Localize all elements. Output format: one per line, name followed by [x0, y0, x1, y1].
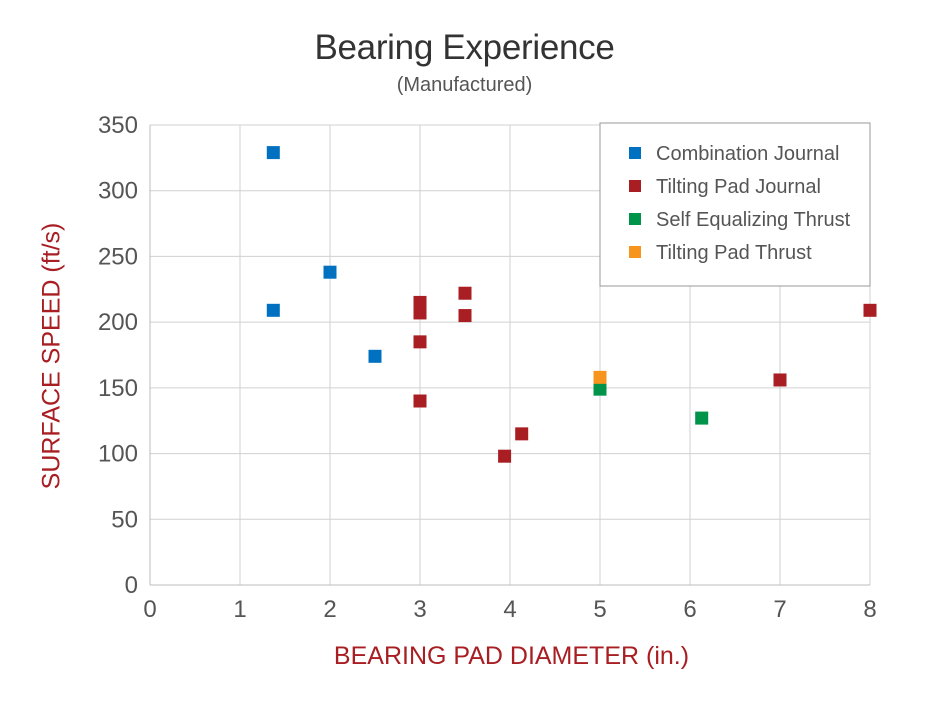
x-tick-label: 3 — [413, 596, 426, 623]
legend-marker — [629, 246, 641, 258]
data-point — [863, 303, 877, 317]
data-point — [593, 370, 607, 384]
data-point — [458, 286, 472, 300]
legend-label: Tilting Pad Journal — [656, 176, 821, 198]
y-tick-label: 300 — [98, 178, 138, 205]
data-point — [413, 335, 427, 349]
x-tick-label: 1 — [233, 596, 246, 623]
y-tick-label: 200 — [98, 309, 138, 336]
y-tick-label: 100 — [98, 441, 138, 468]
x-tick-label: 2 — [323, 596, 336, 623]
x-tick-label: 4 — [503, 596, 516, 623]
data-point — [413, 295, 427, 309]
data-point — [773, 373, 787, 387]
data-point — [515, 427, 529, 441]
chart-subtitle: (Manufactured) — [396, 74, 533, 96]
data-point — [695, 411, 709, 425]
x-tick-label: 7 — [773, 596, 786, 623]
data-point — [413, 306, 427, 320]
x-tick-label: 8 — [863, 596, 876, 623]
data-point — [266, 303, 280, 317]
x-tick-label: 6 — [683, 596, 696, 623]
x-tick-label: 0 — [143, 596, 156, 623]
legend-box — [599, 122, 871, 287]
y-tick-label: 50 — [111, 506, 138, 533]
y-axis-label: SURFACE SPEED (ft/s) — [37, 222, 66, 490]
legend-marker — [629, 213, 641, 225]
legend-marker — [629, 180, 641, 192]
legend-label: Combination Journal — [656, 143, 839, 165]
x-axis-label: BEARING PAD DIAMETER (in.) — [333, 642, 690, 670]
data-point — [368, 349, 382, 363]
y-tick-label: 0 — [125, 572, 138, 599]
x-tick-label: 5 — [593, 596, 606, 623]
chart-title: Bearing Experience — [314, 28, 615, 67]
data-point — [458, 309, 472, 323]
data-point — [266, 146, 280, 160]
data-point — [593, 382, 607, 396]
y-tick-label: 250 — [98, 243, 138, 270]
data-point — [413, 394, 427, 408]
legend-label: Tilting Pad Thrust — [656, 242, 812, 264]
legend-label: Self Equalizing Thrust — [656, 209, 851, 231]
legend-marker — [629, 147, 641, 159]
data-point — [498, 449, 512, 463]
y-tick-label: 150 — [98, 375, 138, 402]
data-point — [323, 265, 337, 279]
y-tick-label: 350 — [98, 112, 138, 139]
